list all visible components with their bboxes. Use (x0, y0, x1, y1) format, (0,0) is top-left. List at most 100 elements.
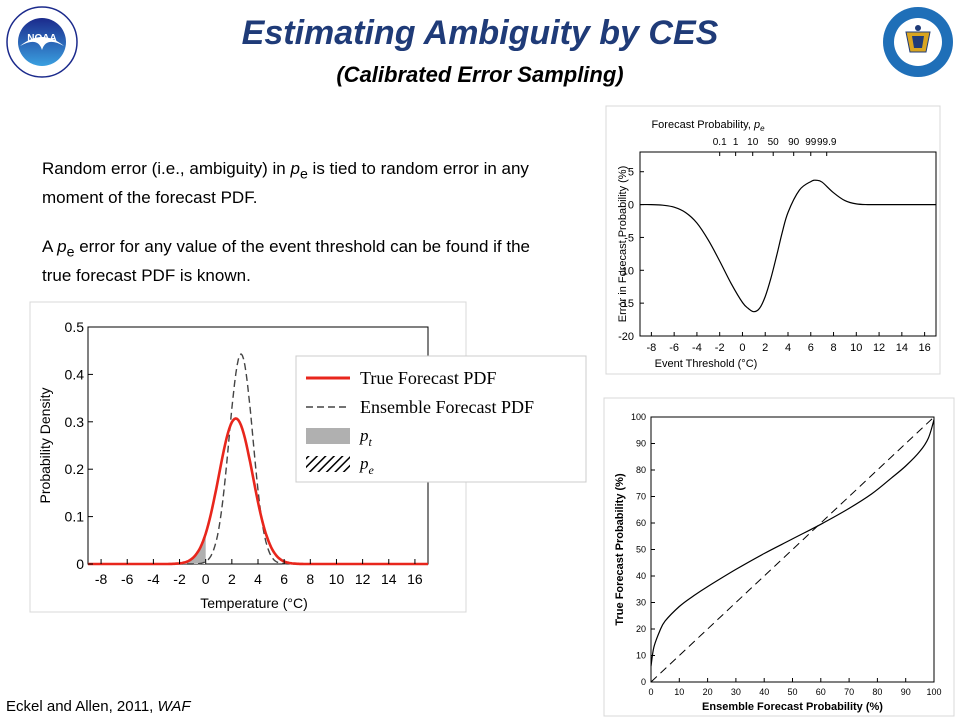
p2-pre: A (42, 237, 58, 256)
reliability-y-tick-label: 30 (636, 598, 646, 608)
error-chart-frame (605, 105, 941, 375)
legend-pe-label-var: p (359, 454, 369, 473)
reliability-chart-frame (603, 397, 955, 717)
citation-journal: WAF (157, 698, 191, 715)
pdf-x-tick-label: -2 (173, 571, 186, 587)
error-y-tick-label: 5 (628, 167, 634, 179)
reliability-x-tick-label: 80 (872, 687, 882, 697)
error-x-tick-label: 10 (850, 342, 862, 354)
reliability-x-tick-label: 60 (816, 687, 826, 697)
reliability-y-tick-label: 80 (636, 465, 646, 475)
reliability-y-tick-label: 20 (636, 624, 646, 634)
error-line (639, 179, 937, 313)
reliability-y-axis-label: True Forecast Probability (%) (614, 473, 626, 626)
reliability-x-tick-label: 100 (926, 687, 941, 697)
error-x-tick-label: 14 (896, 342, 908, 354)
body-paragraph-2: A pe error for any value of the event th… (42, 235, 562, 288)
page-title: Estimating Ambiguity by CES (241, 14, 719, 52)
reliability-x-tick-label: 10 (674, 687, 684, 697)
true-pdf-line (88, 417, 428, 566)
noaa-logo-text: NOAA (27, 33, 56, 44)
p1-var: p (290, 159, 300, 178)
error-top-axis-label-var: p (753, 119, 760, 131)
error-x-tick-label: 0 (739, 342, 745, 354)
pdf-y-tick-label: 0.1 (65, 509, 85, 525)
p2-var: p (57, 237, 67, 256)
reliability-y-tick-label: 100 (631, 412, 646, 422)
error-top-tick-label: 90 (788, 137, 800, 148)
reliability-x-tick-label: 0 (648, 687, 653, 697)
legend-pt-label: pt (359, 426, 373, 449)
error-x-tick-label: 6 (808, 342, 814, 354)
error-top-tick-label: 99 (805, 137, 817, 148)
error-top-tick-label: 10 (747, 137, 759, 148)
pdf-y-axis-label: Probability Density (37, 388, 53, 504)
error-x-tick-label: 8 (830, 342, 836, 354)
pdf-x-tick-label: -4 (147, 571, 160, 587)
legend-ensemble-label: Ensemble Forecast PDF (360, 397, 534, 417)
pdf-x-tick-label: 2 (228, 571, 236, 587)
error-x-tick-label: -8 (646, 342, 656, 354)
error-top-tick-label: 1 (733, 137, 739, 148)
reliability-y-tick-label: 70 (636, 492, 646, 502)
page-subtitle: (Calibrated Error Sampling) (336, 62, 624, 87)
error-x-tick-label: 4 (785, 342, 791, 354)
error-x-tick-label: 16 (918, 342, 930, 354)
error-top-tick-label: 99.9 (817, 137, 837, 148)
reliability-y-tick-label: 10 (636, 651, 646, 661)
legend-pe-label: pe (359, 454, 375, 477)
error-y-tick-label: -10 (618, 265, 634, 277)
reliability-x-tick-label: 20 (703, 687, 713, 697)
pdf-x-tick-label: -8 (95, 571, 108, 587)
legend-true-label: True Forecast PDF (360, 368, 496, 388)
legend-pt-swatch (306, 428, 350, 444)
error-x-tick-label: 12 (873, 342, 885, 354)
pt-area (88, 533, 206, 564)
error-y-tick-label: -15 (618, 298, 634, 310)
error-x-tick-label: -2 (715, 342, 725, 354)
error-x-tick-label: -6 (669, 342, 679, 354)
error-top-axis-label-text: Forecast Probability, (651, 119, 754, 131)
pdf-x-tick-label: 0 (202, 571, 210, 587)
p1-post: is tied to random error in any moment of… (42, 159, 529, 208)
commerce-seal-icon (882, 6, 954, 78)
pdf-legend: True Forecast PDF Ensemble Forecast PDF pt… (295, 355, 587, 483)
pdf-y-tick-label: 0 (76, 556, 84, 572)
p2-sub: e (66, 244, 75, 261)
pdf-x-tick-label: 6 (280, 571, 288, 587)
pdf-y-tick-label: 0.2 (65, 461, 85, 477)
legend-pe-label-sub: e (369, 463, 375, 477)
reliability-y-tick-label: 0 (641, 677, 646, 687)
pdf-x-tick-label: 8 (306, 571, 314, 587)
pdf-x-tick-label: -6 (121, 571, 134, 587)
p1-pre: Random error (i.e., ambiguity) in (42, 159, 291, 178)
reliability-x-tick-label: 70 (844, 687, 854, 697)
p1-sub: e (299, 166, 308, 183)
reliability-y-tick-label: 90 (636, 439, 646, 449)
reliability-x-axis-label: Ensemble Forecast Probability (%) (702, 701, 883, 713)
reliability-line (650, 419, 935, 667)
error-y-axis-label: Error in Forecast Probability (%) (617, 166, 629, 323)
pdf-x-tick-label: 10 (329, 571, 345, 587)
reliability-x-tick-label: 50 (787, 687, 797, 697)
reliability-x-tick-label: 30 (731, 687, 741, 697)
reliability-x-tick-label: 90 (901, 687, 911, 697)
reliability-x-tick-label: 40 (759, 687, 769, 697)
pdf-y-tick-label: 0.5 (65, 319, 85, 335)
legend-pt-label-sub: t (369, 435, 373, 449)
pdf-y-tick-label: 0.4 (65, 366, 85, 382)
error-top-axis-label: Forecast Probability, pe (651, 119, 765, 133)
error-y-tick-label: -5 (624, 232, 634, 244)
error-top-axis-label-sub: e (760, 124, 765, 133)
citation: Eckel and Allen, 2011, WAF (6, 698, 191, 715)
error-y-tick-label: 0 (628, 200, 634, 212)
error-top-tick-label: 0.1 (713, 137, 727, 148)
pdf-x-tick-label: 12 (355, 571, 371, 587)
error-x-tick-label: -4 (692, 342, 702, 354)
pdf-x-tick-label: 14 (381, 571, 397, 587)
body-paragraph-1: Random error (i.e., ambiguity) in pe is … (42, 157, 562, 210)
error-y-tick-label: -20 (618, 331, 634, 343)
citation-text: Eckel and Allen, 2011, (6, 698, 158, 715)
